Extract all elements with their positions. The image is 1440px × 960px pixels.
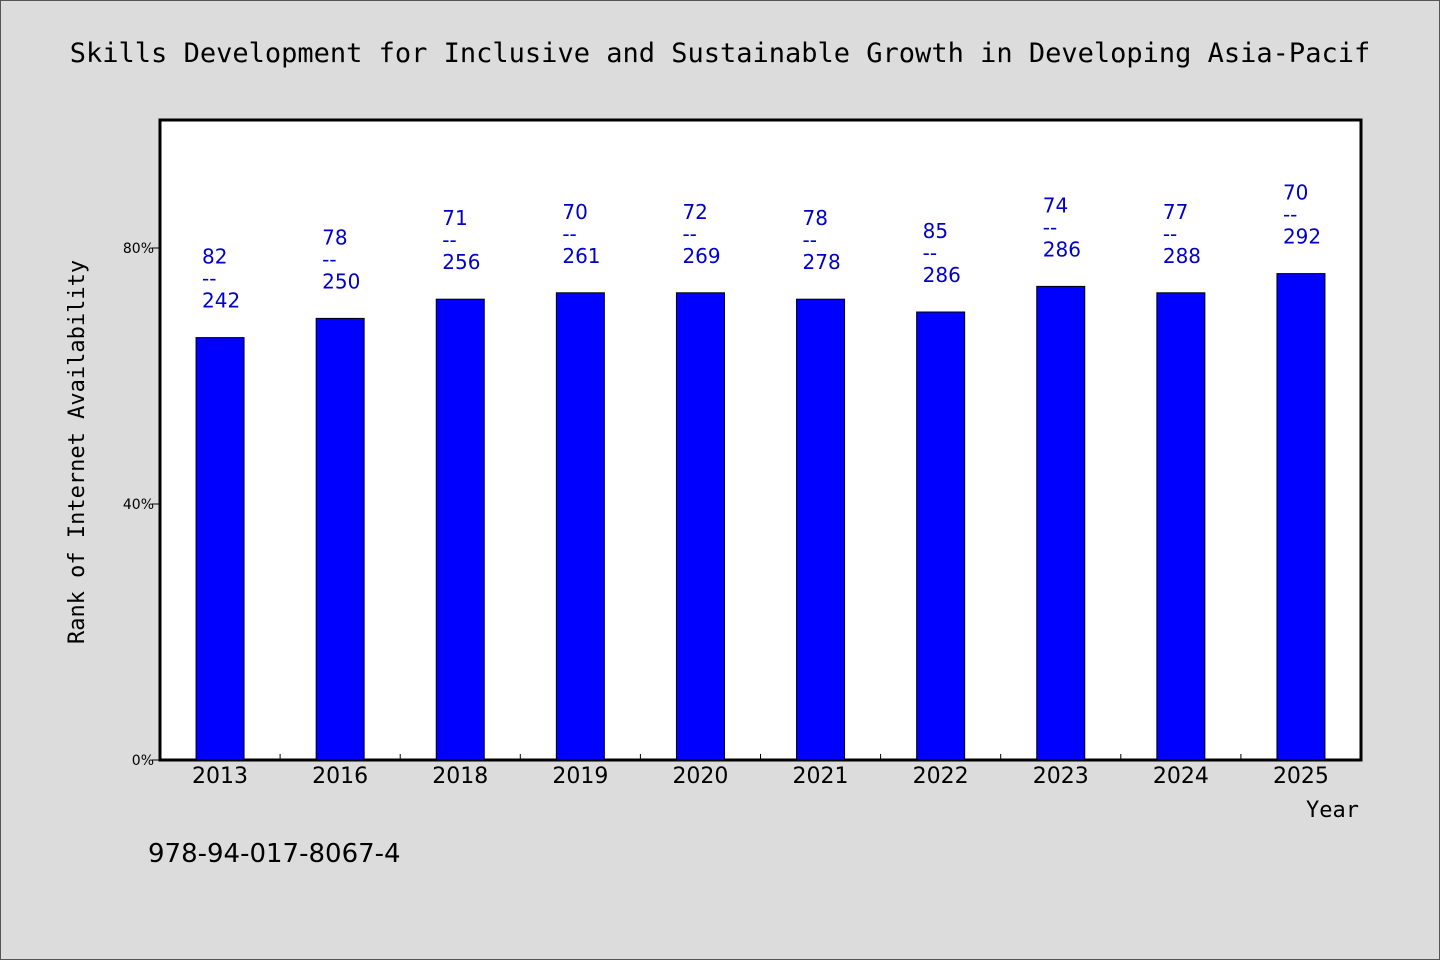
bar-data-label: 70 xyxy=(562,200,587,224)
bar-data-label: 242 xyxy=(202,289,240,313)
bar xyxy=(435,298,485,761)
bar-data-label: -- xyxy=(322,247,336,271)
x-axis-label: Year xyxy=(1306,798,1359,823)
bar-data-label: 70 xyxy=(1283,181,1308,205)
chart-title: Skills Development for Inclusive and Sus… xyxy=(70,38,1370,69)
bar-data-label: -- xyxy=(803,228,817,252)
bar-data-label: 288 xyxy=(1163,244,1201,268)
bar-data-label: 286 xyxy=(1043,237,1081,261)
bar xyxy=(1276,273,1326,761)
x-axis: 2013 2016 2018 2019 2020 2021 2022 2023 2024 2025 xyxy=(192,754,1329,789)
bar-data-label: 286 xyxy=(923,263,961,287)
x-tick-label: 2013 xyxy=(192,764,248,789)
y-tick-label: 40% xyxy=(123,497,154,513)
bar xyxy=(555,292,605,761)
bar-data-label: 77 xyxy=(1163,200,1188,224)
x-tick-label: 2024 xyxy=(1153,764,1209,789)
bar-data-label: -- xyxy=(202,267,216,291)
bar-data-label: -- xyxy=(923,241,937,265)
bar-series xyxy=(195,273,1326,761)
bar xyxy=(916,311,966,761)
bar-data-label: 261 xyxy=(562,244,600,268)
bar xyxy=(315,317,365,761)
x-tick-label: 2018 xyxy=(432,764,488,789)
bar-data-label: -- xyxy=(1283,203,1297,227)
bar-data-label: 250 xyxy=(322,269,360,293)
bar-data-label: -- xyxy=(562,222,576,246)
y-axis-label: Rank of Internet Availability xyxy=(65,260,90,644)
bar-data-label: 85 xyxy=(923,219,948,243)
bar-data-label: -- xyxy=(682,222,696,246)
bar-data-label: 278 xyxy=(803,250,841,274)
x-tick-label: 2020 xyxy=(672,764,728,789)
bar xyxy=(675,292,725,761)
bar-data-label: -- xyxy=(1043,215,1057,239)
x-tick-label: 2021 xyxy=(793,764,849,789)
x-tick-label: 2023 xyxy=(1033,764,1089,789)
bar-data-label: 71 xyxy=(442,206,467,230)
x-tick-label: 2019 xyxy=(552,764,608,789)
bar-data-label: 72 xyxy=(682,200,707,224)
bar-data-label: -- xyxy=(442,228,456,252)
bar xyxy=(195,337,245,761)
y-tick-label: 80% xyxy=(123,241,154,257)
bar xyxy=(1156,292,1206,761)
bar-data-label: 269 xyxy=(682,244,720,268)
bar-data-label: 78 xyxy=(803,206,828,230)
y-axis: 0% 40% 80% xyxy=(123,241,160,769)
bar-data-label: 74 xyxy=(1043,193,1068,217)
x-tick-label: 2016 xyxy=(312,764,368,789)
bar-data-label: -- xyxy=(1163,222,1177,246)
bar-data-label: 82 xyxy=(202,245,227,269)
y-tick-label: 0% xyxy=(132,753,154,769)
data-labels: 82--24278--25071--25670--26172--26978--2… xyxy=(202,181,1321,313)
bar xyxy=(796,298,846,761)
bar-data-label: 256 xyxy=(442,250,480,274)
x-tick-label: 2025 xyxy=(1273,764,1329,789)
bar-data-label: 78 xyxy=(322,225,347,249)
bar-data-label: 292 xyxy=(1283,225,1321,249)
bar xyxy=(1036,285,1086,761)
isbn-label: 978-94-017-8067-4 xyxy=(148,839,401,869)
x-tick-label: 2022 xyxy=(913,764,969,789)
